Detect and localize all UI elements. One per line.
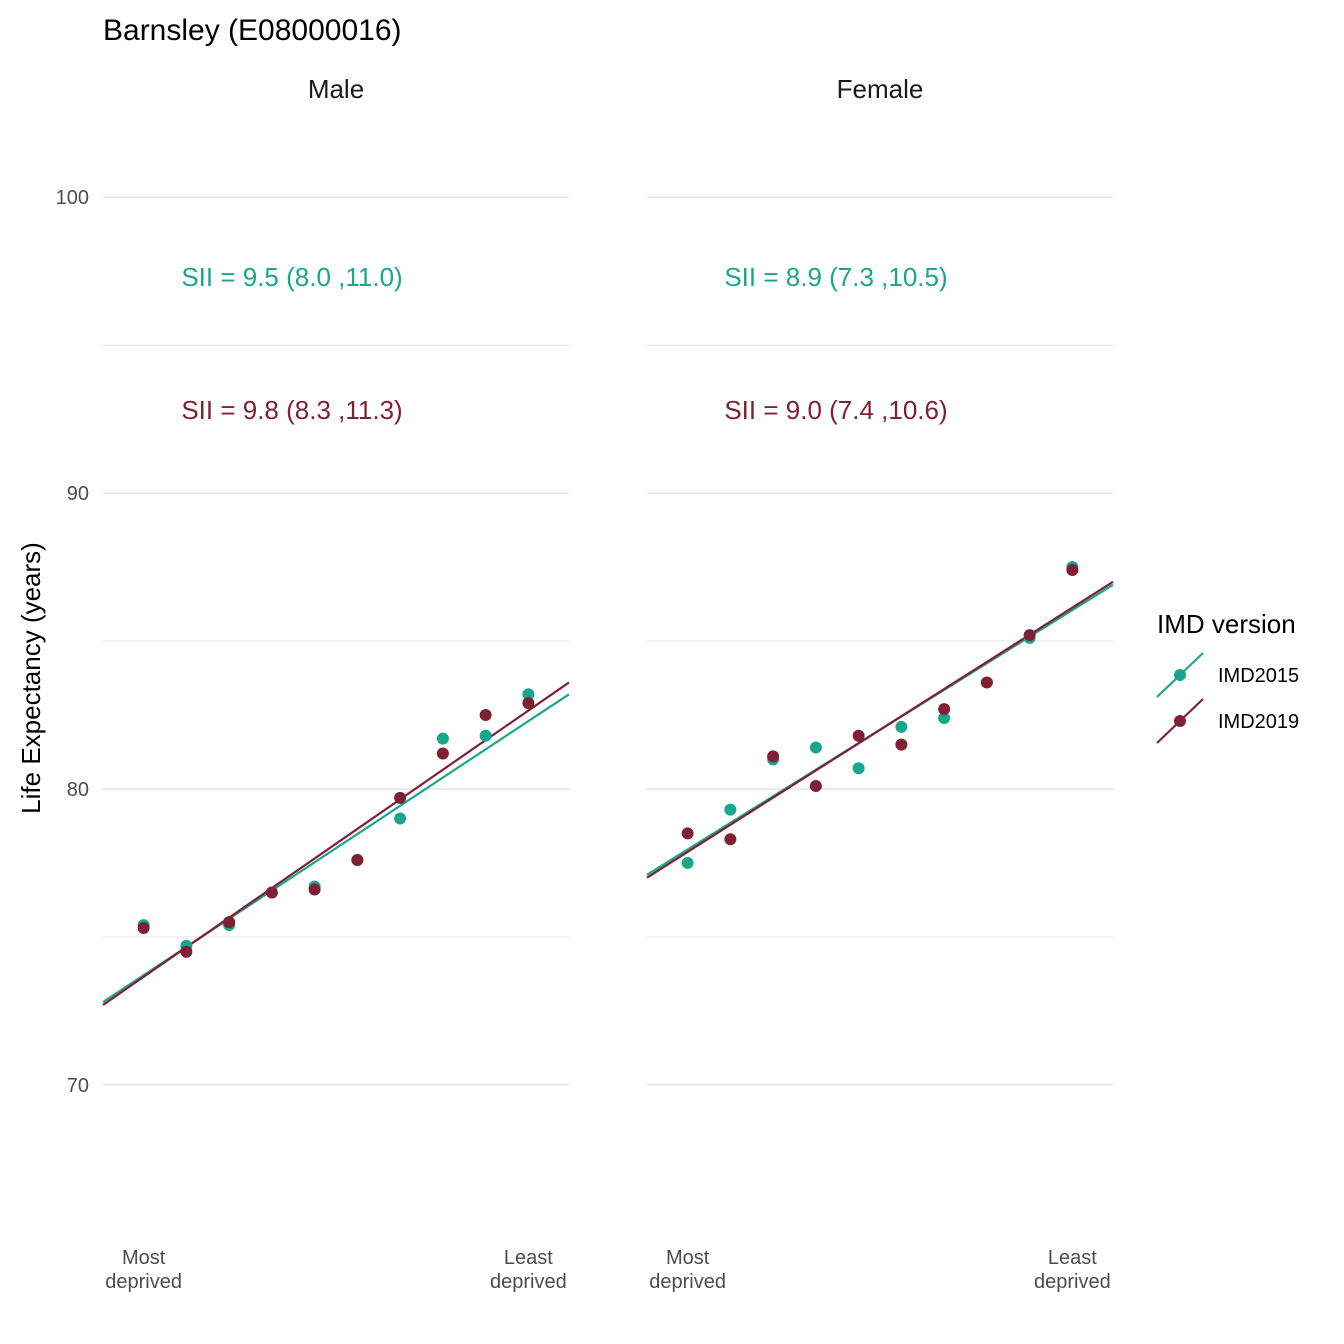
x-tick-label: deprived	[490, 1271, 567, 1293]
y-tick-label: 70	[67, 1075, 89, 1097]
facet-panels: 70 80 90 100 Male SII = 9.5 (8.0 ,11.0) SII = …	[56, 74, 1114, 1293]
data-point-imd2019	[895, 738, 908, 751]
data-point-imd2019	[938, 703, 951, 716]
x-tick-label: deprived	[649, 1271, 726, 1293]
data-point-imd2019	[809, 780, 822, 792]
y-axis-label: Life Expectancy (years)	[16, 542, 46, 814]
data-point-imd2019	[180, 945, 193, 958]
data-point-imd2015	[479, 729, 492, 742]
data-point-imd2015	[436, 732, 449, 745]
data-point-imd2015	[522, 688, 535, 701]
data-point-imd2015	[938, 711, 951, 724]
data-point-imd2019	[137, 922, 150, 935]
data-point-imd2019	[767, 750, 780, 763]
sii-annotation-imd2019: SII = 9.8 (8.3 ,11.3)	[181, 395, 402, 425]
data-point-imd2019	[852, 729, 865, 742]
data-point-imd2015	[394, 812, 407, 825]
data-point-imd2019	[522, 697, 535, 710]
facet-male: 70 80 90 100 Male SII = 9.5 (8.0 ,11.0) SII = …	[56, 74, 570, 1293]
data-point-imd2019	[223, 916, 236, 929]
data-point-imd2019	[436, 747, 449, 760]
data-point-imd2015	[809, 741, 822, 754]
y-tick-label: 100	[56, 187, 89, 209]
data-point-imd2019	[265, 886, 278, 899]
sii-annotation-imd2015: SII = 9.5 (8.0 ,11.0)	[181, 262, 402, 292]
data-point-imd2019	[1023, 629, 1036, 642]
data-point-imd2015	[724, 803, 737, 816]
x-tick-label: deprived	[1034, 1271, 1111, 1293]
y-tick-label: 90	[67, 483, 89, 505]
x-tick-label: deprived	[105, 1271, 182, 1293]
legend-label-imd2015: IMD2015	[1218, 665, 1299, 687]
data-point-imd2019	[724, 833, 737, 846]
chart-title: Barnsley (E08000016)	[103, 14, 402, 47]
x-tick-label: Least	[504, 1247, 553, 1269]
facet-female: Female SII = 8.9 (7.3 ,10.5) SII = 9.0 (7.…	[646, 74, 1114, 1293]
data-point-imd2019	[479, 708, 492, 721]
x-tick-label: Least	[1048, 1247, 1097, 1269]
y-tick-label: 80	[67, 779, 89, 801]
x-tick-label: Most	[666, 1247, 710, 1269]
legend-label-imd2019: IMD2019	[1218, 711, 1299, 733]
sii-annotation-imd2019: SII = 9.0 (7.4 ,10.6)	[724, 395, 947, 425]
legend-title: IMD version	[1157, 609, 1296, 639]
data-point-imd2019	[980, 676, 993, 689]
x-tick-label: Most	[122, 1247, 166, 1269]
data-point-imd2019	[351, 853, 364, 866]
fit-line-imd2019	[646, 580, 1114, 879]
fit-line-imd2019	[102, 681, 570, 1006]
data-point-imd2015	[852, 762, 865, 775]
legend-key-point-imd2019	[1174, 715, 1186, 727]
data-point-imd2019	[681, 827, 694, 840]
strip-label-male: Male	[308, 74, 364, 104]
data-point-imd2015	[681, 856, 694, 869]
data-point-imd2019	[1066, 564, 1079, 576]
legend-key-point-imd2015	[1174, 669, 1186, 681]
legend: IMD version IMD2015 IMD2019	[1156, 609, 1299, 744]
strip-label-female: Female	[837, 74, 924, 104]
sii-annotation-imd2015: SII = 8.9 (7.3 ,10.5)	[724, 262, 947, 292]
data-point-imd2019	[394, 791, 407, 804]
data-point-imd2019	[308, 883, 321, 896]
data-point-imd2015	[895, 720, 908, 733]
